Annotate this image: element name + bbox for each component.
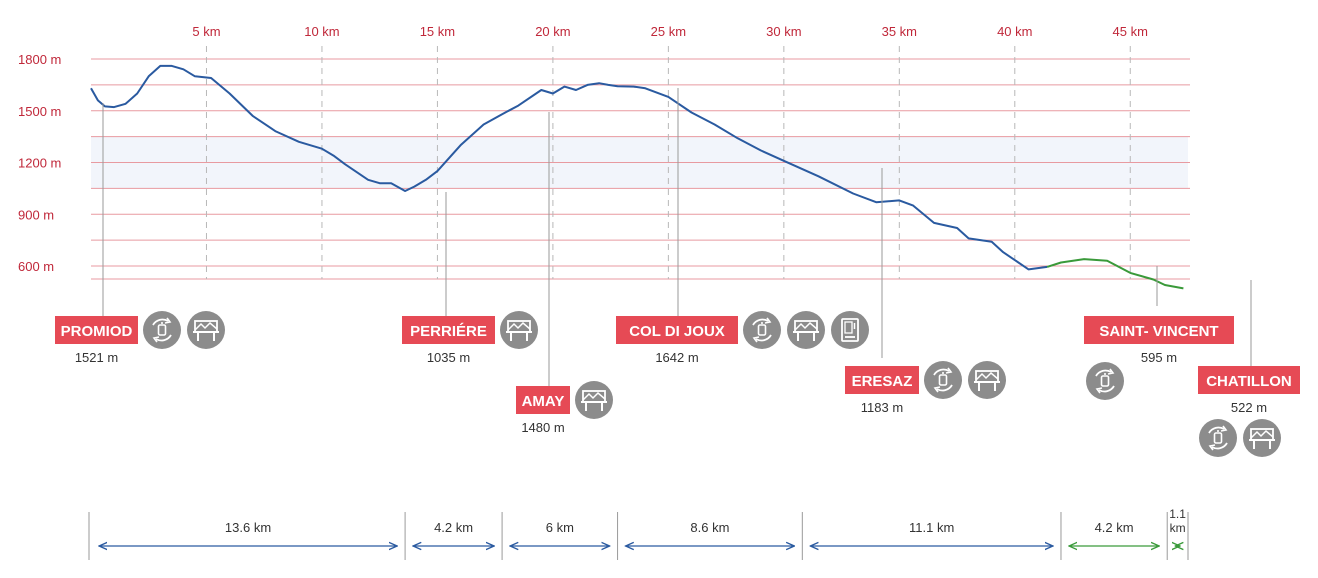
stop-label-box xyxy=(1084,316,1234,344)
segment-1: 13.6 km xyxy=(88,512,406,560)
stop-elevation: 522 m xyxy=(1231,400,1267,415)
segment-3: 6 km xyxy=(510,512,619,560)
stop-label-box xyxy=(845,366,919,394)
y-tick-label: 900 m xyxy=(18,207,54,222)
stop-promiod: PROMIOD 1521 m xyxy=(55,103,225,365)
refill-station-icon xyxy=(1086,362,1124,400)
refill-station-icon xyxy=(743,311,781,349)
stop-elevation: 1521 m xyxy=(75,350,118,365)
shelter-icon xyxy=(500,311,538,349)
y-axis: 600 m 900 m 1200 m 1500 m 1800 m xyxy=(18,52,61,274)
x-tick-label: 25 km xyxy=(651,24,686,39)
segment-distances: 13.6 km 4.2 km 6 km 8.6 km 11.1 km 4.2 km 1.1k… xyxy=(88,507,1189,560)
stop-elevation: 1183 m xyxy=(861,400,903,415)
x-tick-label: 20 km xyxy=(535,24,570,39)
elevation-line-1 xyxy=(90,64,1048,271)
segment-label: 4.2 km xyxy=(434,520,473,535)
segment-label: 1.1 xyxy=(1169,507,1186,521)
stop-elevation: 595 m xyxy=(1141,350,1177,365)
stop-label-box xyxy=(516,386,570,414)
stop-name: PERRIÉRE xyxy=(410,323,487,340)
segment-7: 1.1km xyxy=(1169,507,1189,560)
y-tick-label: 1500 m xyxy=(18,104,61,119)
refill-station-icon xyxy=(143,311,181,349)
segment-label: km xyxy=(1170,521,1186,535)
stop-chatillon: CHATILLON 522 m xyxy=(1198,280,1300,457)
segment-label: 6 km xyxy=(546,520,574,535)
stop-perri-re: PERRIÉRE 1035 m xyxy=(402,192,538,365)
stop-saint-vincent: SAINT- VINCENT 595 m xyxy=(1084,266,1234,400)
stop-label-box xyxy=(402,316,495,344)
stop-label-box xyxy=(1198,366,1300,394)
grid xyxy=(91,58,1190,280)
segment-4: 8.6 km xyxy=(626,512,803,560)
stop-name: COL DI JOUX xyxy=(629,323,725,340)
shelter-icon xyxy=(187,311,225,349)
shelter-icon xyxy=(575,381,613,419)
shelter-icon xyxy=(1243,419,1281,457)
stop-name: CHATILLON xyxy=(1206,373,1292,390)
segment-label: 13.6 km xyxy=(225,520,271,535)
x-axis: 5 km 10 km 15 km 20 km 25 km 30 km 35 km 40 km 4… xyxy=(192,24,1148,279)
x-tick-label: 35 km xyxy=(882,24,917,39)
stops: PROMIOD 1521 m PERRIÉRE 1035 m AMAY 1480 m COL… xyxy=(55,88,1300,457)
x-tick-label: 10 km xyxy=(304,24,339,39)
refill-station-icon xyxy=(924,361,962,399)
stop-name: SAINT- VINCENT xyxy=(1099,323,1218,340)
stop-name: AMAY xyxy=(522,393,565,410)
segment-6: 4.2 km xyxy=(1069,512,1168,560)
stop-name: PROMIOD xyxy=(61,323,133,340)
stop-label-box xyxy=(616,316,738,344)
y-tick-label: 1200 m xyxy=(18,156,61,171)
refill-station-icon xyxy=(1199,419,1237,457)
stop-elevation: 1035 m xyxy=(427,350,470,365)
stop-elevation: 1480 m xyxy=(521,420,564,435)
y-tick-label: 1800 m xyxy=(18,52,61,67)
segment-2: 4.2 km xyxy=(413,512,503,560)
x-tick-label: 45 km xyxy=(1113,24,1148,39)
elevation-lines xyxy=(90,64,1184,290)
vending-machine-icon xyxy=(831,311,869,349)
segment-label: 11.1 km xyxy=(909,520,954,535)
elevation-line-2 xyxy=(1046,258,1184,290)
shelter-icon xyxy=(787,311,825,349)
segment-label: 8.6 km xyxy=(690,520,729,535)
segment-label: 4.2 km xyxy=(1095,520,1134,535)
x-tick-label: 40 km xyxy=(997,24,1032,39)
stop-label-box xyxy=(55,316,138,344)
stop-elevation: 1642 m xyxy=(655,350,698,365)
x-tick-label: 30 km xyxy=(766,24,801,39)
stop-name: ERESAZ xyxy=(852,373,913,390)
x-tick-label: 15 km xyxy=(420,24,455,39)
stop-col-di-joux: COL DI JOUX 1642 m xyxy=(616,88,869,365)
segment-5: 11.1 km xyxy=(810,512,1062,560)
stop-amay: AMAY 1480 m xyxy=(516,112,613,435)
y-tick-label: 600 m xyxy=(18,259,54,274)
x-tick-label: 5 km xyxy=(192,24,220,39)
shelter-icon xyxy=(968,361,1006,399)
stop-eresaz: ERESAZ 1183 m xyxy=(845,168,1006,415)
